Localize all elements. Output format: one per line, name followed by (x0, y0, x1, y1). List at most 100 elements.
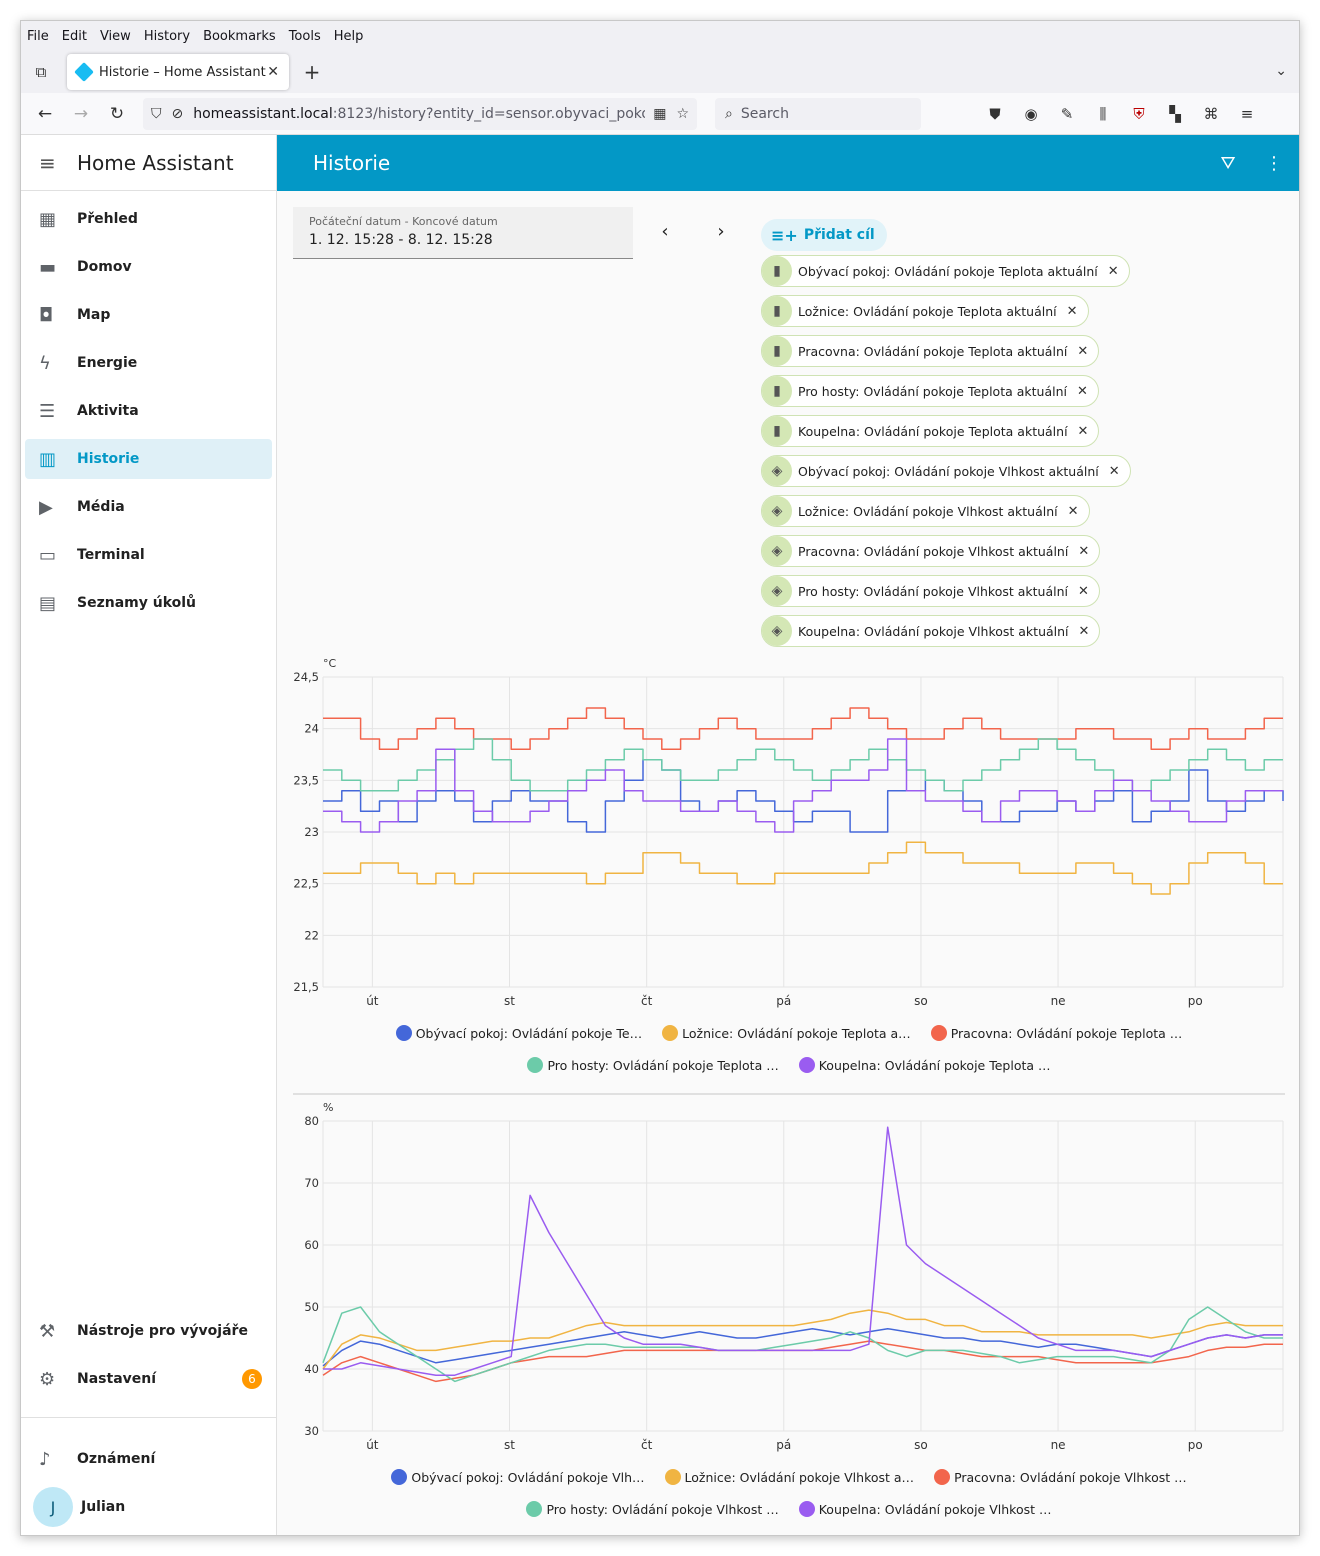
tab-list-icon[interactable]: ⧉ (35, 63, 47, 81)
menu-view[interactable]: View (99, 28, 131, 44)
url-bar[interactable]: ⛉ ⊘ homeassistant.local:8123/history?ent… (143, 97, 697, 130)
menu-tools[interactable]: Tools (288, 28, 321, 44)
remove-target-icon[interactable]: ✕ (1108, 463, 1120, 479)
y-tick-label: 40 (304, 1362, 319, 1376)
legend-item[interactable]: Koupelna: Ovládání pokoje Vlhkost … (798, 1493, 1052, 1525)
extension-bird-icon[interactable]: ✎ (1060, 104, 1074, 123)
legend-item[interactable]: Koupelna: Ovládání pokoje Teplota … (798, 1049, 1051, 1081)
browser-tab[interactable]: Historie – Home Assistant ✕ (67, 54, 289, 90)
chevron-down-icon[interactable]: ⌄ (1275, 63, 1287, 79)
legend-item[interactable]: Obývací pokoj: Ovládání pokoje Vlh… (391, 1461, 645, 1493)
legend-color-dot (391, 1469, 408, 1485)
sidebar-item-3[interactable]: ϟ Energie (25, 343, 272, 383)
sidebar-item-notifications[interactable]: ♪ Oznámení (25, 1439, 272, 1479)
chart-separator (293, 1093, 1285, 1095)
shield-icon[interactable]: ⛉ (151, 105, 162, 122)
add-target-button[interactable]: ≡+ Přidat cíl (761, 219, 887, 251)
legend-item[interactable]: Pro hosty: Ovládání pokoje Vlhkost … (526, 1493, 779, 1525)
gear-icon: ⚙ (39, 1368, 56, 1390)
previous-period-icon[interactable]: ‹ (661, 221, 669, 242)
remove-target-icon[interactable]: ✕ (1066, 303, 1078, 319)
sidebar-item-7[interactable]: ▭ Terminal (25, 535, 272, 575)
sidebar-item-settings[interactable]: ⚙ Nastavení 6 (25, 1359, 272, 1399)
sidebar-item-0[interactable]: ▦ Přehled (25, 199, 272, 239)
remove-target-icon[interactable]: ✕ (1077, 583, 1089, 599)
menu-edit[interactable]: Edit (61, 28, 87, 44)
target-chip[interactable]: ◈ Koupelna: Ovládání pokoje Vlhkost aktuá… (761, 615, 1101, 647)
legend-label: Pro hosty: Ovládání pokoje Vlhkost … (546, 1501, 779, 1517)
legend-color-dot (798, 1057, 815, 1073)
legend-item[interactable]: Pracovna: Ovládání pokoje Teplota … (930, 1017, 1182, 1049)
library-icon[interactable]: ⫼ (1099, 104, 1107, 123)
pocket-icon[interactable]: ⛊ (989, 104, 1001, 123)
sidebar-item-icon: ▦ (39, 208, 57, 230)
target-chip[interactable]: ◈ Obývací pokoj: Ovládání pokoje Vlhkost … (761, 455, 1131, 487)
remove-target-icon[interactable]: ✕ (1067, 503, 1079, 519)
target-chip-label: Pro hosty: Ovládání pokoje Vlhkost aktuá… (798, 583, 1068, 599)
url-text[interactable]: homeassistant.local:8123/history?entity_… (193, 106, 645, 122)
sidebar-item-2[interactable]: ◘ Map (25, 295, 272, 335)
temperature-chart: °C 24,5 24 23,5 23 22,5 22 21,5 út st čt pá so ne po (293, 655, 1285, 1015)
remove-target-icon[interactable]: ✕ (1077, 423, 1089, 439)
forward-icon[interactable]: → (73, 103, 89, 124)
sidebar-item-8[interactable]: ▤ Seznamy úkolů (25, 583, 272, 623)
target-chip[interactable]: ▮ Pro hosty: Ovládání pokoje Teplota aktu… (761, 375, 1099, 407)
y-axis-unit: °C (323, 657, 337, 670)
search-input[interactable]: ⌕ Search (715, 97, 921, 130)
legend-label: Ložnice: Ovládání pokoje Vlhkost a… (684, 1469, 915, 1485)
legend-item[interactable]: Ložnice: Ovládání pokoje Vlhkost a… (664, 1461, 915, 1493)
target-chip[interactable]: ▮ Ložnice: Ovládání pokoje Teplota aktuál… (761, 295, 1089, 327)
legend-item[interactable]: Obývací pokoj: Ovládání pokoje Te… (395, 1017, 642, 1049)
sidebar-item-6[interactable]: ▶ Média (25, 487, 272, 527)
remove-target-icon[interactable]: ✕ (1078, 623, 1090, 639)
bookmark-star-icon[interactable]: ☆ (676, 105, 689, 122)
sidebar-item-profile[interactable]: J Julian (25, 1487, 272, 1527)
new-tab-icon[interactable]: + (303, 60, 321, 84)
qr-code-icon[interactable]: ▦ (653, 105, 667, 122)
remove-target-icon[interactable]: ✕ (1077, 343, 1089, 359)
target-chip[interactable]: ▮ Obývací pokoj: Ovládání pokoje Teplota … (761, 255, 1130, 287)
lock-icon[interactable]: ⊘ (171, 105, 184, 122)
legend-item[interactable]: Pracovna: Ovládání pokoje Vlhkost … (934, 1461, 1187, 1493)
ublock-icon[interactable]: ⛨ (1133, 104, 1145, 123)
legend-item[interactable]: Ložnice: Ovládání pokoje Teplota a… (662, 1017, 911, 1049)
more-vertical-icon[interactable]: ⋮ (1265, 152, 1283, 174)
target-chip[interactable]: ▮ Pracovna: Ovládání pokoje Teplota aktuá… (761, 335, 1100, 367)
extensions-puzzle-icon[interactable]: ⌘ (1203, 104, 1219, 123)
reload-icon[interactable]: ↻ (109, 103, 125, 124)
addons-grid-icon[interactable]: ▚ (1169, 104, 1181, 123)
menu-file[interactable]: File (27, 28, 49, 44)
close-tab-icon[interactable]: ✕ (267, 64, 279, 80)
menu-bookmarks[interactable]: Bookmarks (203, 28, 276, 44)
sidebar-item-label: Terminal (77, 547, 145, 563)
target-chip[interactable]: ◈ Pracovna: Ovládání pokoje Vlhkost aktuá… (761, 535, 1101, 567)
sidebar-item-developer-tools[interactable]: ⚒ Nástroje pro vývojáře (25, 1311, 272, 1351)
filter-remove-icon[interactable]: ⛛ (1220, 152, 1236, 174)
remove-target-icon[interactable]: ✕ (1077, 383, 1088, 399)
target-chip[interactable]: ◈ Ložnice: Ovládání pokoje Vlhkost aktuál… (761, 495, 1090, 527)
sidebar-item-4[interactable]: ☰ Aktivita (25, 391, 272, 431)
sidebar-item-1[interactable]: ▬ Domov (25, 247, 272, 287)
browser-window: File Edit View History Bookmarks Tools Help ⧉ … (20, 20, 1300, 1536)
menu-collapse-icon[interactable]: ≡ (39, 150, 56, 175)
humidity-chart-svg: % 80 70 60 50 40 30 út st čt pá so ne po (304, 1101, 1284, 1452)
menu-help[interactable]: Help (333, 28, 364, 44)
sidebar-item-label: Nastavení (77, 1371, 157, 1387)
sidebar-item-5[interactable]: ▥ Historie (25, 439, 272, 479)
date-range-picker[interactable]: Počáteční datum - Koncové datum 1. 12. 1… (293, 207, 633, 259)
target-chip[interactable]: ▮ Koupelna: Ovládání pokoje Teplota aktuá… (761, 415, 1100, 447)
legend-item[interactable]: Pro hosty: Ovládání pokoje Teplota … (527, 1049, 779, 1081)
next-period-icon[interactable]: › (717, 221, 725, 242)
account-icon[interactable]: ◉ (1024, 104, 1038, 123)
target-chip[interactable]: ◈ Pro hosty: Ovládání pokoje Vlhkost aktu… (761, 575, 1100, 607)
menu-history[interactable]: History (143, 28, 191, 44)
sidebar-item-label: Nástroje pro vývojáře (77, 1323, 248, 1339)
remove-target-icon[interactable]: ✕ (1078, 543, 1090, 559)
x-tick-label: pá (776, 994, 791, 1008)
hamburger-menu-icon[interactable]: ≡ (1240, 104, 1254, 123)
page-title: Historie (313, 151, 391, 175)
sidebar-item-icon: ▬ (39, 256, 57, 278)
target-chip-row: ◈ Pracovna: Ovládání pokoje Vlhkost aktuá… (761, 535, 1131, 575)
back-icon[interactable]: ← (37, 103, 53, 124)
remove-target-icon[interactable]: ✕ (1107, 263, 1119, 279)
